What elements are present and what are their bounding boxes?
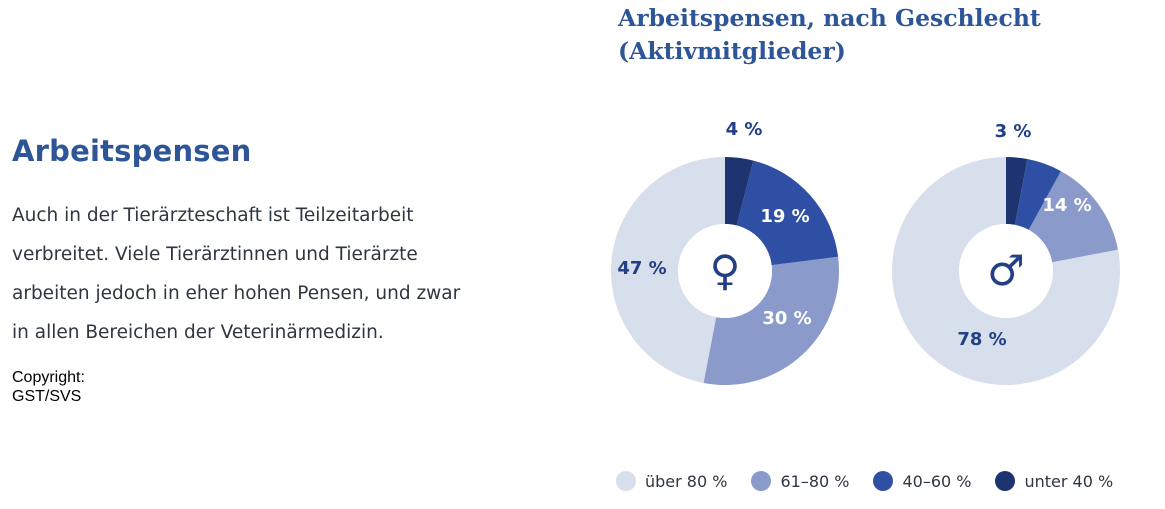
slice-label: 14 % [1042, 195, 1091, 216]
donut-slice [703, 256, 839, 385]
slice-label: 78 % [957, 329, 1006, 350]
legend-swatch [995, 471, 1016, 491]
legend-item: 40–60 % [873, 471, 971, 491]
chart-title-line: Arbeitspensen, nach Geschlecht [618, 4, 1041, 32]
copyright-label: Copyright: [12, 369, 85, 386]
donut-slice [1028, 171, 1118, 263]
body-line: in allen Bereichen der Veterinärmedizin. [12, 322, 384, 343]
donut-hole [959, 224, 1053, 318]
donut-slice [891, 157, 1120, 385]
slice-label: 19 % [760, 206, 809, 227]
donut-slice [611, 157, 725, 383]
legend-swatch [616, 471, 636, 491]
copyright-note: Copyright: GST/SVS [12, 368, 532, 406]
legend-item: 61–80 % [751, 471, 849, 491]
legend-label: unter 40 % [1024, 471, 1114, 491]
legend-swatch [873, 471, 894, 491]
copyright-holder: GST/SVS [12, 388, 82, 405]
slice-label: 4 % [726, 119, 763, 140]
donut-slice [736, 160, 839, 266]
chart-title: Arbeitspensen, nach Geschlecht (Aktivmit… [618, 2, 1041, 68]
legend-label: über 80 % [645, 471, 728, 491]
body-line: arbeiten jedoch in eher hohen Pensen, un… [12, 283, 461, 304]
legend-swatch [751, 471, 772, 491]
donut-slice [1006, 157, 1028, 225]
chart-subtitle-line: (Aktivmitglieder) [618, 37, 846, 65]
legend-item: über 80 % [616, 471, 727, 491]
slice-label: 5 % [1039, 128, 1076, 149]
article-section: Arbeitspensen Auch in der Tierärzteschaf… [12, 134, 532, 406]
legend-label: 40–60 % [902, 471, 972, 491]
donut-slice [1014, 159, 1061, 230]
donut-slice [725, 157, 754, 226]
donut-hole [678, 224, 772, 318]
legend-label: 61–80 % [780, 471, 850, 491]
female-symbol-icon: ♀ [710, 246, 741, 295]
body-line: Auch in der Tierärzteschaft ist Teilzeit… [12, 205, 414, 226]
donut-female: ♀ 47 % 30 % 19 % 4 % [611, 119, 839, 385]
slice-label: 3 % [995, 121, 1032, 142]
legend-item: unter 40 % [995, 471, 1113, 491]
male-symbol-icon: ♂ [987, 246, 1025, 295]
body-line: verbreitet. Viele Tierärztinnen und Tier… [12, 244, 418, 265]
slice-label: 30 % [762, 308, 811, 329]
chart-legend: über 80 % 61–80 % 40–60 % unter 40 % [616, 471, 1113, 491]
article-body: Auch in der Tierärzteschaft ist Teilzeit… [12, 196, 502, 352]
slice-label: 47 % [617, 258, 666, 279]
page-title: Arbeitspensen [12, 134, 252, 168]
donut-male: ♂ 78 % 14 % 5 % 3 % [891, 121, 1120, 385]
